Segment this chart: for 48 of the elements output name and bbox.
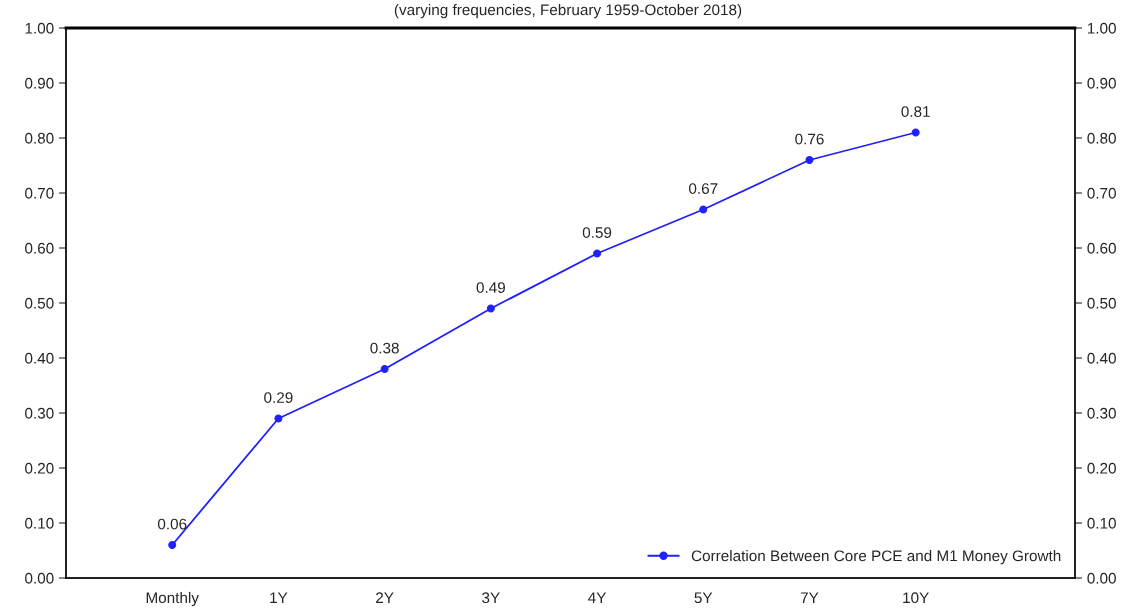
y2-tick-label: 0.10 xyxy=(1087,517,1116,529)
x-tick-label: 7Y xyxy=(800,592,819,603)
y2-tick-label: 0.90 xyxy=(1087,77,1116,89)
data-label: 0.06 xyxy=(157,518,187,530)
y-tick-label: 0.40 xyxy=(25,352,54,364)
y2-tick-label: 0.20 xyxy=(1087,462,1116,474)
point xyxy=(699,205,708,214)
y-tick-label: 0.20 xyxy=(25,462,54,474)
x-tick-label: 5Y xyxy=(694,592,713,604)
y-tick-label: 0.50 xyxy=(25,297,54,309)
y-tick-label: 0.30 xyxy=(25,407,54,419)
x-tick-label: 10Y xyxy=(903,592,929,604)
y-tick-label: 0.60 xyxy=(25,242,54,254)
data-label: 0.38 xyxy=(370,342,399,354)
point xyxy=(380,365,389,373)
y-tick-label: 1.00 xyxy=(25,22,54,34)
y2-tick-label: 0.00 xyxy=(1087,572,1116,584)
y2-tick-label: 0.50 xyxy=(1087,297,1116,309)
chart-subtitle: (varying frequencies, February 1959-October 2018) xyxy=(394,4,742,19)
data-label: 0.49 xyxy=(476,282,505,293)
x-tick-label: Monthly xyxy=(146,591,199,607)
y-tick-label: 0.10 xyxy=(25,517,54,529)
x-tick-label: 4Y xyxy=(588,592,607,603)
y-tick-label: 0.70 xyxy=(25,187,54,199)
y2-tick-label: 0.60 xyxy=(1087,242,1116,254)
x-tick-label: 2Y xyxy=(376,592,394,603)
y2-tick-label: 0.40 xyxy=(1087,352,1116,364)
y2-tick-label: 1.00 xyxy=(1087,22,1116,34)
point xyxy=(274,414,283,423)
y2-tick-label: 0.80 xyxy=(1087,132,1116,144)
data-label: 0.76 xyxy=(795,133,824,145)
data-label: 0.67 xyxy=(688,183,718,194)
data-label: 0.81 xyxy=(901,106,930,117)
point xyxy=(486,304,495,313)
y2-tick-label: 0.30 xyxy=(1087,407,1116,419)
point xyxy=(911,128,920,137)
y2-tick-label: 0.70 xyxy=(1087,187,1116,199)
legend-label: Correlation Between Core PCE and M1 Money Growth xyxy=(691,550,1061,565)
x-tick-label: 1Y xyxy=(270,592,288,603)
y-tick-label: 0.00 xyxy=(25,572,54,584)
point xyxy=(805,156,814,164)
y-tick-label: 0.80 xyxy=(25,132,54,144)
point xyxy=(593,249,602,258)
y-tick-label: 0.90 xyxy=(25,77,54,89)
data-label: 0.29 xyxy=(264,392,293,403)
point xyxy=(168,541,177,549)
x-tick-label: 3Y xyxy=(482,592,500,604)
data-label: 0.59 xyxy=(582,227,612,238)
